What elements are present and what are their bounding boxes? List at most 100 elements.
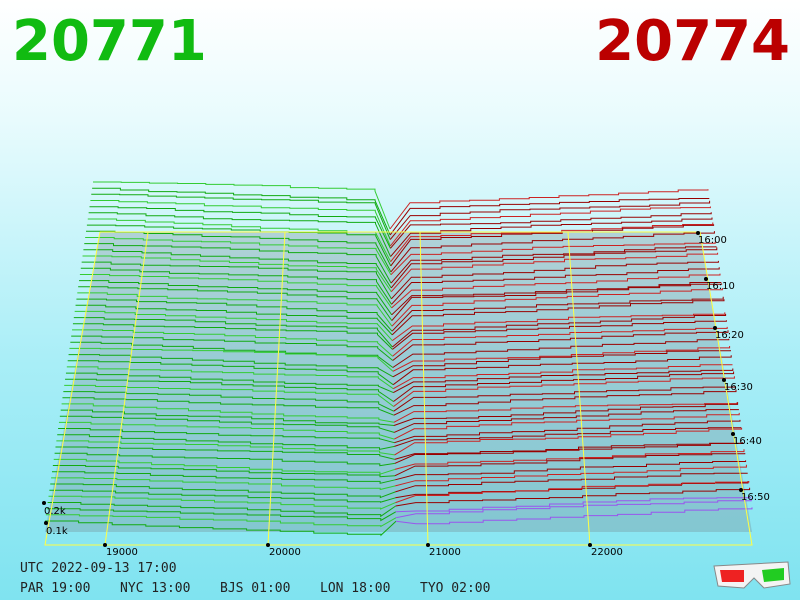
bid-line [87, 218, 392, 262]
ask-line [392, 330, 729, 361]
ask-line [390, 212, 712, 249]
ask-line [390, 224, 715, 267]
time-label: 16:20 [715, 330, 744, 341]
ask-line [390, 247, 718, 289]
bid-line [79, 274, 393, 309]
depth-tick [42, 501, 46, 505]
ask-line [395, 481, 750, 504]
ask-line [391, 282, 722, 316]
depth-tick [44, 521, 48, 525]
ask-line [392, 313, 727, 348]
ask-line [392, 338, 730, 368]
zone-clock: BJS 01:00 [220, 581, 290, 596]
bid-line [85, 237, 392, 275]
ask-line [391, 296, 724, 332]
floor-edge [44, 231, 753, 546]
ask-line [390, 246, 717, 284]
ask-line [392, 320, 727, 350]
ask-line [392, 346, 731, 372]
time-tick [696, 231, 700, 235]
ask-line [391, 288, 723, 327]
zone-clock: PAR 19:00 [20, 581, 90, 596]
ask-line [393, 376, 735, 407]
ask-line [390, 241, 716, 276]
bid-line [86, 230, 392, 273]
bid-line [45, 514, 397, 528]
ask-line [391, 267, 720, 305]
bid-line [86, 224, 392, 267]
bid-line [77, 292, 393, 327]
ask-line [393, 389, 737, 416]
ask-line [395, 464, 747, 487]
ask-line [391, 273, 721, 309]
ask-line [395, 460, 747, 481]
ask-line [393, 386, 736, 412]
bid-line [72, 329, 393, 357]
bid-line [47, 502, 396, 518]
floor [45, 232, 752, 532]
ask-line [391, 283, 723, 321]
bid-line [92, 187, 391, 236]
bid-line [80, 267, 392, 305]
time-label: 16:50 [741, 492, 770, 503]
bid-line [46, 508, 397, 522]
floor-grid [44, 231, 753, 546]
time-label: 16:00 [698, 235, 727, 246]
ask-line [395, 472, 748, 493]
bid-line [54, 452, 395, 467]
time-tick [704, 277, 708, 281]
ask-line [391, 312, 726, 342]
bid-line [63, 391, 394, 412]
bid-line [81, 261, 392, 300]
ask-line [389, 206, 711, 247]
grid-line [267, 231, 286, 546]
bid-line [91, 193, 391, 240]
ask-line [393, 368, 734, 394]
3d-glasses-toggle[interactable] [713, 561, 791, 589]
ask-line [394, 427, 742, 447]
price-label: 22000 [591, 547, 623, 558]
bid-line [62, 397, 395, 416]
depth-label: 0.1k [46, 526, 68, 537]
ask-line [395, 487, 751, 507]
bid-line [51, 477, 396, 491]
bid-line [78, 286, 393, 321]
bid-line [73, 317, 393, 348]
bid-line [89, 206, 391, 249]
time-label: 16:30 [724, 382, 753, 393]
ask-line [391, 299, 725, 336]
ask-line [391, 260, 719, 300]
grid-line [567, 231, 591, 546]
ask-line [394, 443, 744, 464]
bid-line [83, 249, 392, 289]
bid-line [84, 243, 392, 284]
depth-label: 0.2k [44, 506, 66, 517]
ask-line [390, 217, 713, 257]
bid-line [50, 483, 396, 499]
bid-line [53, 458, 396, 475]
ask-line [389, 200, 711, 240]
bid-line [72, 323, 393, 350]
bid-line [60, 409, 395, 426]
time-tick [739, 488, 743, 492]
ask-line [395, 498, 752, 519]
bid-line [58, 421, 395, 440]
ask-line [393, 364, 733, 390]
zone-clocks: PAR 19:00 NYC 13:00 BJS 01:00 LON 18:00 TYO … [20, 581, 490, 596]
bid-line [79, 280, 393, 316]
time-label: 16:40 [733, 436, 762, 447]
bid-line [69, 347, 394, 372]
bid-line [49, 489, 396, 503]
utc-clock: UTC 2022-09-13 17:00 [20, 561, 177, 576]
price-tick [426, 543, 430, 547]
time-label: 16:10 [706, 281, 735, 292]
bid-line [45, 520, 397, 537]
bid-line [61, 403, 395, 423]
bid-line [82, 255, 392, 292]
zone-clock: TYO 02:00 [420, 581, 490, 596]
axis-labels: 19000 20000 21000 22000 0.2k 0.1k 16:00 16:10 16… [42, 231, 770, 558]
time-tick [722, 378, 726, 382]
zone-clock: LON 18:00 [320, 581, 390, 596]
ask-line [395, 507, 753, 525]
